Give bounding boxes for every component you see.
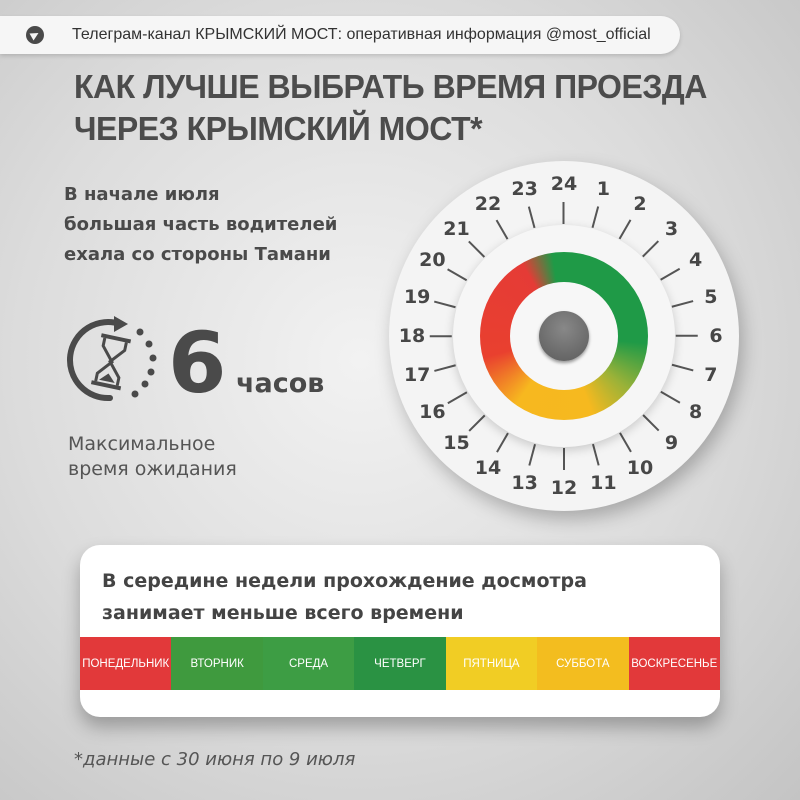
hour-tick [430, 335, 452, 337]
hour-label: 15 [443, 432, 470, 455]
hour-tick [528, 206, 536, 229]
lead-line: В начале июля [64, 184, 220, 205]
hour-tick [563, 448, 565, 470]
hour-label: 12 [550, 477, 578, 499]
weekday-cell: ЧЕТВЕРГ [354, 637, 446, 690]
hour-tick [468, 240, 486, 258]
hour-label: 10 [626, 456, 654, 479]
weekday-cell: ПЯТНИЦА [445, 637, 538, 690]
hour-label: 19 [403, 285, 431, 308]
hour-label: 13 [511, 471, 538, 494]
title-line-2: ЧЕРЕЗ КРЫМСКИЙ МОСТ* [74, 110, 483, 147]
hour-label: 2 [633, 193, 647, 216]
title-line-1: КАК ЛУЧШЕ ВЫБРАТЬ ВРЕМЯ ПРОЕЗДА [74, 68, 707, 105]
telegram-icon [26, 26, 44, 44]
hour-tick [496, 219, 509, 240]
hour-label: 7 [704, 364, 718, 387]
wait-caption: Максимальное время ожидания [68, 432, 237, 482]
hour-tick [592, 206, 600, 229]
ring-center [510, 282, 618, 390]
hour-label: 16 [419, 401, 446, 423]
hour-label: 18 [398, 325, 426, 347]
hour-label: 5 [704, 285, 718, 308]
hour-label: 9 [664, 432, 679, 455]
weekday-cell: СУББОТА [537, 637, 629, 690]
weekday-cell: ВТОРНИК [171, 637, 263, 690]
dial-inner-disc [453, 225, 675, 447]
traffic-ring [480, 252, 648, 420]
weekday-cell: СРЕДА [262, 637, 355, 690]
hour-tick [676, 335, 698, 337]
hour-label: 1 [596, 178, 610, 201]
hour-label: 11 [590, 471, 617, 494]
weekday-bar: ПОНЕДЕЛЬНИК ВТОРНИК СРЕДА ЧЕТВЕРГ ПЯТНИЦА СУБ… [80, 637, 720, 690]
clock-dial: 24 1 2 3 4 5 6 7 8 9 10 11 12 13 14 15 16 17 18 19 20 21 22 23 [389, 161, 739, 511]
caption-line: время ожидания [68, 458, 237, 480]
lead-text: В начале июля большая часть водителей ех… [64, 180, 337, 270]
footnote: *данные с 30 июня по 9 июля [74, 749, 356, 770]
hour-label: 14 [474, 456, 502, 479]
page-title: КАК ЛУЧШЕ ВЫБРАТЬ ВРЕМЯ ПРОЕЗДА ЧЕРЕЗ КР… [74, 66, 707, 150]
hour-tick [447, 391, 468, 404]
hour-label: 4 [689, 249, 703, 271]
hour-label: 6 [709, 325, 723, 347]
hour-tick [496, 432, 509, 453]
weekday-cell: ВОСКРЕСЕНЬЕ [628, 637, 720, 690]
hour-tick [447, 268, 468, 281]
weekday-text: В середине недели прохождение досмотра з… [102, 565, 587, 629]
hour-tick [660, 391, 681, 404]
hour-label: 23 [511, 178, 538, 201]
hour-label: 17 [403, 364, 431, 387]
hour-label: 20 [419, 249, 446, 271]
hour-tick [434, 364, 457, 372]
hour-tick [642, 240, 660, 258]
hour-tick [592, 443, 600, 466]
hour-label: 24 [550, 173, 578, 195]
lead-line: ехала со стороны Тамани [64, 244, 331, 265]
banner-text: Телеграм-канал КРЫМСКИЙ МОСТ: оперативна… [72, 26, 651, 43]
hour-tick [563, 202, 565, 224]
hour-tick [468, 414, 486, 432]
hour-tick [642, 414, 660, 432]
weekday-cell: ПОНЕДЕЛЬНИК [80, 637, 172, 690]
hour-label: 3 [664, 217, 679, 240]
weekday-text-line: занимает меньше всего времени [102, 602, 464, 624]
hour-tick [619, 432, 632, 453]
dial-knob [539, 311, 589, 361]
wait-value: 6 [168, 314, 227, 412]
lead-line: большая часть водителей [64, 214, 338, 235]
hour-tick [671, 300, 694, 308]
hour-tick [660, 268, 681, 281]
hour-tick [619, 219, 632, 240]
hour-label: 22 [474, 193, 502, 216]
weekday-text-line: В середине недели прохождение досмотра [102, 570, 587, 592]
telegram-banner: Телеграм-канал КРЫМСКИЙ МОСТ: оперативна… [0, 16, 680, 54]
wait-unit: часов [236, 368, 325, 399]
caption-line: Максимальное [68, 433, 216, 455]
hour-tick [671, 364, 694, 372]
hour-label: 21 [443, 217, 470, 240]
hourglass-refresh-icon [67, 316, 157, 402]
hour-tick [528, 443, 536, 466]
hour-label: 8 [689, 401, 703, 423]
weekday-card: В середине недели прохождение досмотра з… [80, 545, 720, 717]
hour-tick [434, 300, 457, 308]
